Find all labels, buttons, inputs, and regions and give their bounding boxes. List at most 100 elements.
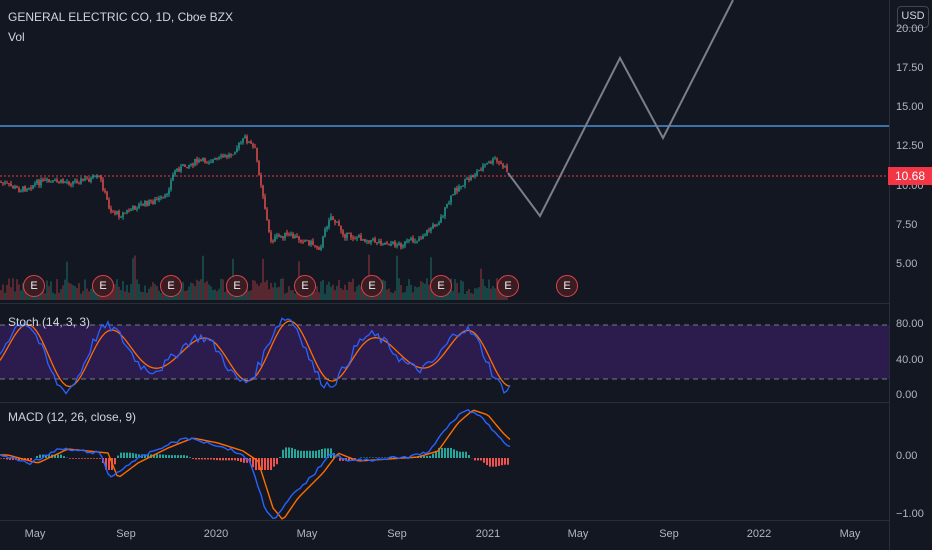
volume-bar [16,279,18,300]
candle-body [2,182,4,184]
candle-body [106,191,108,200]
macd-histogram-bar [441,447,443,458]
volume-bar [390,292,392,300]
macd-histogram-bar [429,455,431,458]
candle-body [334,219,336,223]
macd-histogram-bar [303,450,305,458]
volume-bar [398,278,400,300]
candle-body [464,179,466,186]
volume-bar [342,289,344,300]
macd-histogram-bar [480,458,482,461]
macd-histogram-bar [138,454,140,458]
macd-histogram-bar [135,453,137,458]
candle-body [470,175,472,181]
volume-bar [246,281,248,300]
volume-bar [74,285,76,300]
macd-histogram-bar [501,458,503,466]
volume-bar [212,289,214,300]
macd-histogram-bar [462,451,464,458]
volume-bar [350,282,352,300]
volume-bar [344,284,346,300]
earnings-marker[interactable]: E [497,275,519,297]
volume-bar [188,286,190,300]
volume-bar [18,284,20,300]
candle-body [208,162,210,164]
candle-body [252,143,254,147]
candle-body [210,162,212,164]
candle-body [100,176,102,180]
earnings-marker[interactable]: E [556,275,578,297]
macd-histogram-bar [309,450,311,458]
candle-body [406,240,408,242]
candle-body [330,216,332,221]
earnings-marker[interactable]: E [226,275,248,297]
candle-body [282,236,284,239]
macd-histogram-bar [489,458,491,467]
earnings-marker[interactable]: E [92,275,114,297]
macd-histogram-bar [6,458,8,460]
candle-body [36,180,38,184]
candle-body [498,161,500,163]
volume-bar [70,283,72,300]
earnings-marker[interactable]: E [430,275,452,297]
volume-bar [126,284,128,300]
macd-chart[interactable] [0,403,890,520]
candle-body [310,241,312,245]
price-chart[interactable] [0,0,890,303]
candle-body [318,247,320,250]
volume-bar [44,293,46,300]
macd-histogram-bar [315,450,317,458]
candle-body [44,179,46,181]
volume-label: Vol [8,30,25,44]
volume-bar [478,287,480,300]
projection-zigzag [507,0,734,218]
macd-histogram-bar [177,455,179,458]
macd-histogram-bar [165,454,167,458]
stoch-label: Stoch (14, 3, 3) [8,315,91,329]
candle-body [366,240,368,242]
candle-body [400,243,402,248]
volume-bar [476,288,478,300]
volume-bar [340,288,342,300]
candle-body [82,178,84,181]
candle-body [424,235,426,237]
macd-histogram-bar [231,458,233,461]
candlesticks [0,134,508,251]
earnings-marker[interactable]: E [160,275,182,297]
volume-bar [316,286,318,300]
volume-bar [158,290,160,300]
volume-bar [262,258,264,300]
volume-bar [4,292,6,300]
candle-body [8,183,10,185]
macd-histogram-bar [288,447,290,458]
candle-body [172,174,174,181]
candle-body [198,159,200,163]
volume-bar [2,284,4,300]
volume-bar [154,284,156,300]
stochastic-chart[interactable] [0,304,890,402]
macd-histogram-bar [279,457,281,458]
volume-bar [134,255,136,300]
candle-body [280,236,282,238]
currency-button[interactable]: USD [897,6,929,28]
macd-histogram-bar [39,454,41,458]
volume-bar [296,291,298,300]
volume-bar [332,284,334,300]
candle-body [18,187,20,192]
candle-body [180,166,182,172]
volume-bar [88,291,90,300]
candle-body [326,227,328,230]
macd-histogram-bar [42,454,44,458]
earnings-marker[interactable]: E [294,275,316,297]
earnings-marker[interactable]: E [23,275,45,297]
volume-bar [174,292,176,300]
macd-histogram-bar [330,448,332,458]
volume-bar [122,280,124,300]
candle-body [476,171,478,175]
earnings-marker[interactable]: E [361,275,383,297]
macd-histogram-bar [159,454,161,458]
candle-body [226,155,228,157]
candle-body [128,210,130,212]
macd-histogram-bar [213,458,215,460]
candle-body [10,183,12,187]
